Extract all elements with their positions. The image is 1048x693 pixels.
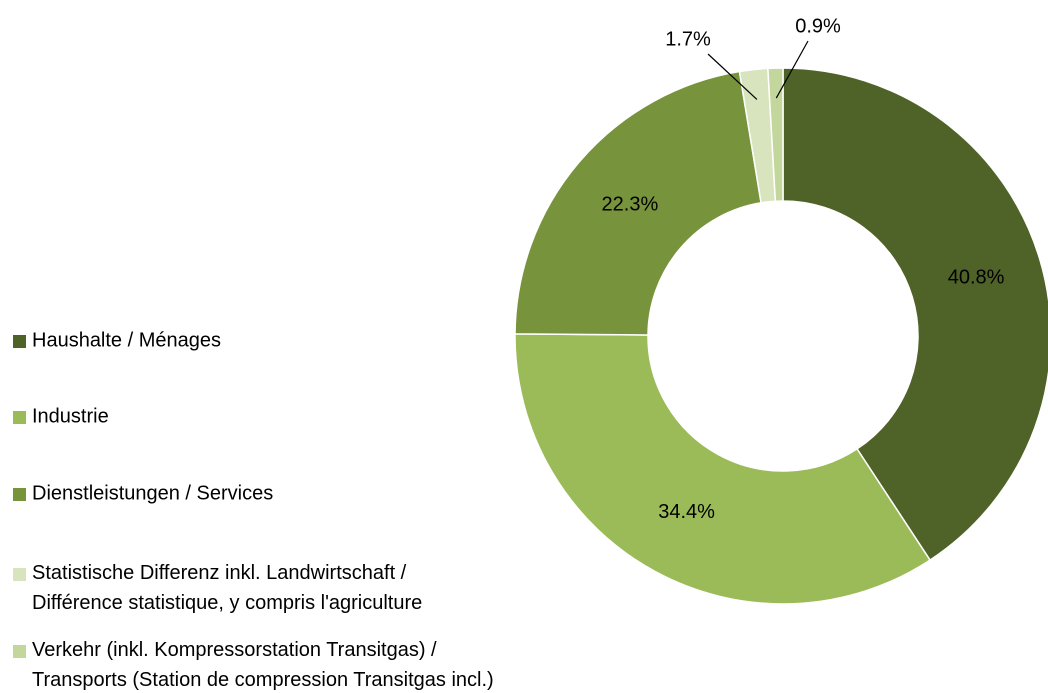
donut-slice: [782, 67, 1048, 562]
legend-line: Différence statistique, y compris l'agri…: [32, 592, 422, 614]
data-label: 1.7%: [665, 28, 711, 50]
leader-line: [775, 40, 809, 99]
donut-slice: [767, 67, 784, 203]
data-label: 22.3%: [602, 193, 659, 215]
data-label: 0.9%: [795, 15, 841, 37]
legend-label: Statistische Differenz inkl. Landwirtsch…: [32, 562, 422, 614]
legend-line: Verkehr (inkl. Kompressorstation Transit…: [32, 639, 437, 661]
legend-swatch: [13, 568, 26, 581]
legend-label: Dienstleistungen / Services: [32, 482, 273, 504]
legend-swatch: [13, 645, 26, 658]
data-label: 34.4%: [658, 501, 715, 523]
legend-swatch: [13, 411, 26, 424]
legend-label: Haushalte / Ménages: [32, 329, 221, 351]
data-label: 40.8%: [948, 267, 1005, 289]
legend-line: Statistische Differenz inkl. Landwirtsch…: [32, 562, 407, 584]
legend-line: Transports (Station de compression Trans…: [32, 669, 494, 691]
legend-label: Verkehr (inkl. Kompressorstation Transit…: [32, 639, 494, 691]
legend-swatch: [13, 335, 26, 348]
donut-slice: [514, 70, 762, 336]
legend-label: Industrie: [32, 405, 109, 427]
donut-slice: [514, 333, 932, 605]
leader-line: [707, 53, 758, 100]
legend-swatch: [13, 488, 26, 501]
